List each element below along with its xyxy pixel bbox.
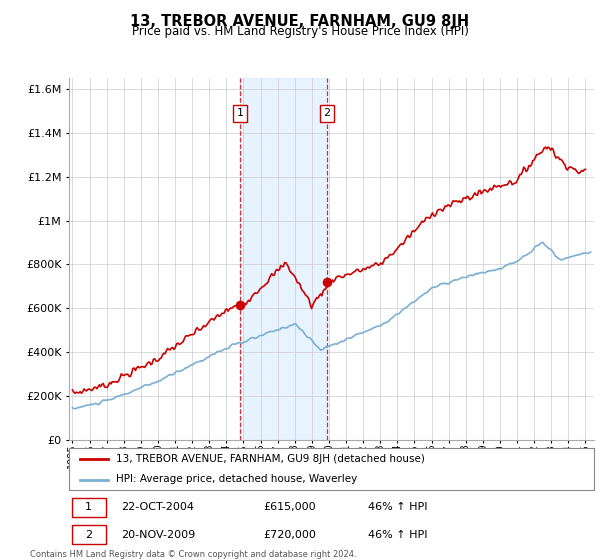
- Text: 2: 2: [323, 109, 331, 118]
- Point: [322, 278, 332, 287]
- Text: Contains HM Land Registry data © Crown copyright and database right 2024.
This d: Contains HM Land Registry data © Crown c…: [30, 550, 356, 560]
- FancyBboxPatch shape: [71, 498, 106, 517]
- Text: Price paid vs. HM Land Registry's House Price Index (HPI): Price paid vs. HM Land Registry's House …: [131, 25, 469, 38]
- Text: 20-NOV-2009: 20-NOV-2009: [121, 530, 196, 540]
- Text: £615,000: £615,000: [263, 502, 316, 512]
- Text: 13, TREBOR AVENUE, FARNHAM, GU9 8JH: 13, TREBOR AVENUE, FARNHAM, GU9 8JH: [130, 14, 470, 29]
- Point: [235, 301, 245, 310]
- Text: 22-OCT-2004: 22-OCT-2004: [121, 502, 194, 512]
- Text: 13, TREBOR AVENUE, FARNHAM, GU9 8JH (detached house): 13, TREBOR AVENUE, FARNHAM, GU9 8JH (det…: [116, 454, 425, 464]
- Text: 1: 1: [236, 109, 244, 118]
- Bar: [240, 78, 327, 440]
- Text: £720,000: £720,000: [263, 530, 316, 540]
- Text: 46% ↑ HPI: 46% ↑ HPI: [368, 530, 428, 540]
- Text: 46% ↑ HPI: 46% ↑ HPI: [368, 502, 428, 512]
- Text: 1: 1: [85, 502, 92, 512]
- FancyBboxPatch shape: [71, 525, 106, 544]
- Text: 2: 2: [85, 530, 92, 540]
- Text: HPI: Average price, detached house, Waverley: HPI: Average price, detached house, Wave…: [116, 474, 358, 484]
